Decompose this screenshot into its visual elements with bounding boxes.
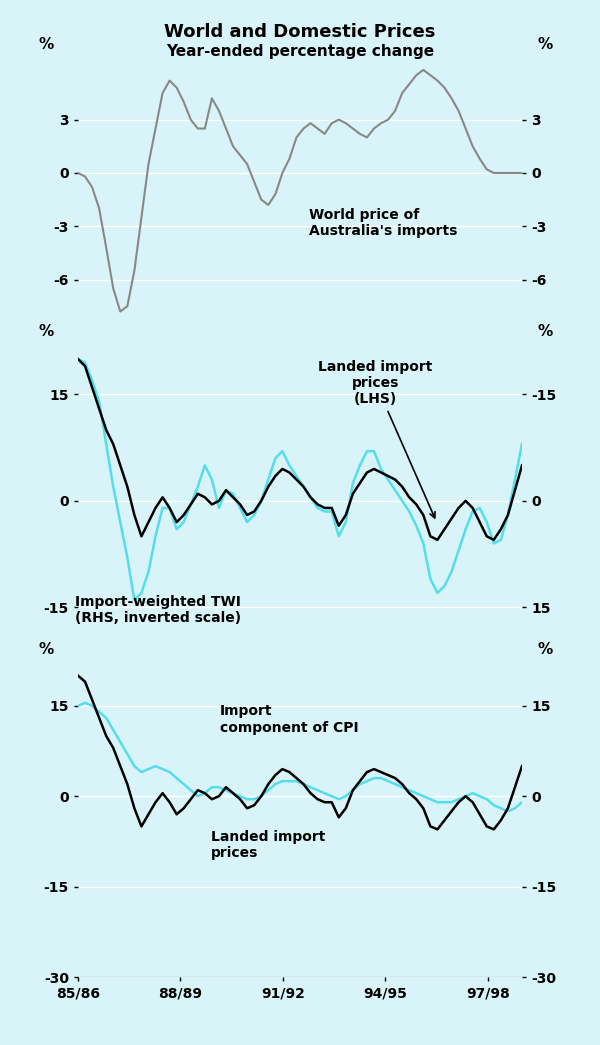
Text: %: % [538,324,553,339]
Text: World and Domestic Prices: World and Domestic Prices [164,23,436,41]
Text: Landed import
prices
(LHS): Landed import prices (LHS) [318,359,435,518]
Text: %: % [38,643,53,657]
Text: %: % [38,324,53,339]
Text: Year-ended percentage change: Year-ended percentage change [166,44,434,59]
Text: Landed import
prices: Landed import prices [211,830,326,860]
Text: %: % [38,38,53,52]
Text: %: % [538,38,553,52]
Text: Import-weighted TWI
(RHS, inverted scale): Import-weighted TWI (RHS, inverted scale… [75,595,241,625]
Text: Import
component of CPI: Import component of CPI [220,704,359,735]
Text: World price of
Australia's imports: World price of Australia's imports [309,208,457,238]
Text: %: % [538,643,553,657]
